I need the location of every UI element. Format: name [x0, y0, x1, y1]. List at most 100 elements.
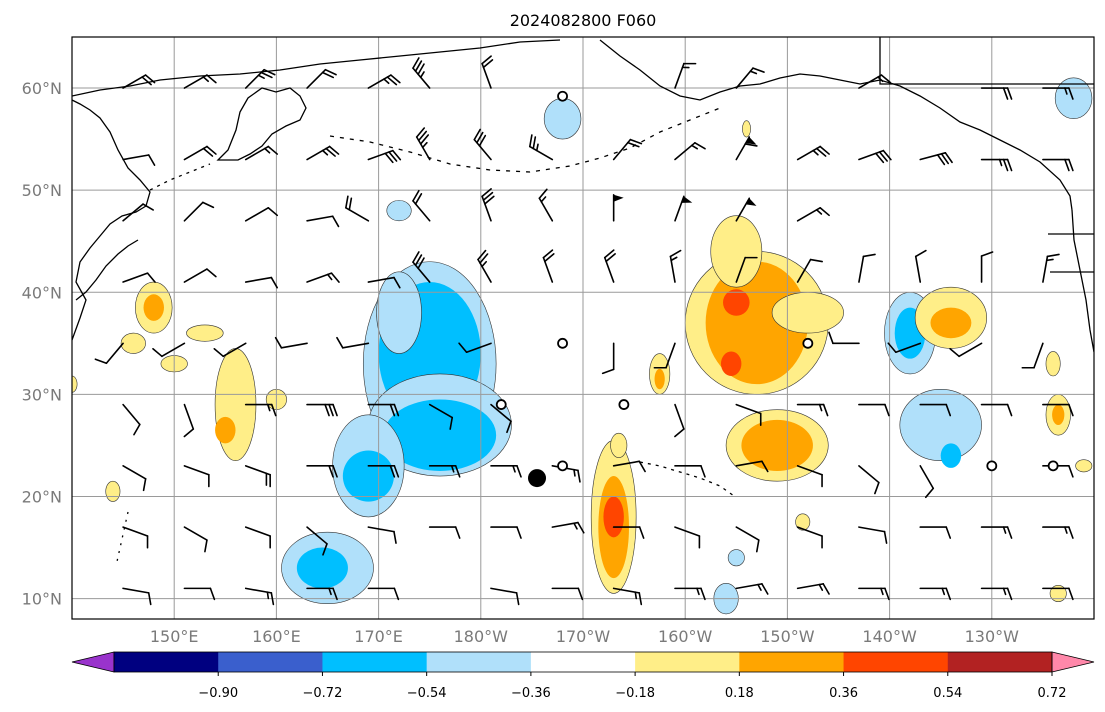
wind-barb [796, 206, 830, 222]
coastline-japan [75, 239, 139, 301]
wind-barb [674, 142, 706, 161]
lon-label: 170°W [556, 627, 611, 646]
wind-barb [490, 403, 512, 434]
wind-barb [306, 403, 338, 417]
colorbar-label: −0.54 [407, 686, 447, 701]
wind-barb [477, 249, 492, 283]
wind-barb [244, 276, 278, 289]
wind-barb [980, 158, 1013, 172]
colorbar-label: −0.18 [615, 686, 655, 701]
wind-barb [612, 460, 646, 473]
lon-label: 130°W [965, 627, 1020, 646]
anomaly-region-negative [899, 388, 982, 462]
wind-barb [473, 128, 492, 161]
latitude-labels: 60°N 50°N 40°N 30°N 20°N 10°N [22, 79, 62, 609]
wind-barb [306, 68, 337, 89]
lon-label: 160°W [658, 627, 713, 646]
wind-barb [244, 587, 275, 606]
lon-label: 180°W [454, 627, 509, 646]
wind-barb [122, 74, 156, 89]
wind-barb [980, 403, 1013, 417]
wind-barb [244, 206, 279, 222]
anomaly-region-positive [72, 375, 78, 393]
colorbar-label: −0.36 [511, 686, 551, 701]
calm-wind-marker [557, 337, 568, 349]
wind-barb [612, 526, 645, 539]
lat-label: 20°N [22, 487, 62, 506]
wind-barb [306, 587, 338, 601]
wind-barb [122, 587, 152, 606]
wind-barb [1042, 253, 1060, 283]
wind-barb [796, 583, 830, 595]
lat-label: 30°N [22, 385, 62, 404]
anomaly-region-positive [603, 496, 624, 538]
wind-barb [612, 587, 643, 606]
anomaly-region-positive [610, 432, 628, 458]
wind-barb [674, 526, 701, 549]
wind-barb [306, 215, 340, 228]
longitude-labels: 150°E 160°E 170°E 180°W 170°W 160°W 150°W 140°W… [150, 627, 1019, 646]
wind-barb [551, 521, 585, 534]
wind-barb [1042, 87, 1074, 100]
wind-barb [336, 336, 370, 349]
wind-barb [858, 149, 892, 164]
colorbar: −0.90 −0.72 −0.54 −0.36 −0.18 0.18 0.36 0.54 0.7… [71, 651, 1095, 701]
kuril-islands [149, 163, 211, 191]
wind-barb [542, 249, 555, 283]
wind-barb [674, 465, 706, 478]
lon-label: 150°E [150, 627, 199, 646]
wind-barb [244, 145, 279, 161]
wind-barb [538, 188, 554, 222]
wind-barb [244, 526, 271, 549]
wind-barb [306, 465, 338, 478]
anomaly-region-positive [105, 480, 121, 502]
wind-barbs [94, 55, 1074, 606]
wind-barb [428, 403, 454, 430]
wind-barb [481, 188, 495, 222]
wind-barb [612, 138, 643, 161]
anomaly-region-positive [741, 419, 813, 471]
wind-barb [481, 55, 494, 89]
marianas [115, 511, 129, 567]
wind-barb [345, 195, 370, 222]
anomaly-region-positive [720, 351, 742, 376]
wind-barb [183, 465, 210, 488]
wind-barb [458, 342, 492, 354]
wind-barb [122, 203, 154, 222]
wind-barb [367, 465, 400, 478]
wind-barb [858, 526, 888, 544]
wind-barb [980, 526, 1013, 539]
wind-barb [980, 251, 994, 283]
calm-wind-marker [618, 399, 630, 410]
lat-label: 50°N [22, 181, 62, 200]
lon-label: 140°W [862, 627, 917, 646]
wind-barb [612, 193, 624, 222]
anomaly-region-negative [383, 399, 497, 471]
wind-barb [735, 526, 760, 553]
wind-barb [367, 149, 402, 164]
wind-barb [914, 249, 927, 283]
wind-barb [367, 74, 401, 89]
anomaly-region-positive [1045, 351, 1061, 377]
wind-barb [183, 145, 217, 161]
wind-barb [980, 87, 1013, 100]
wind-barb [919, 587, 952, 601]
wind-barb [367, 526, 397, 544]
graticule [72, 37, 1094, 619]
colorbar-frame [113, 651, 1053, 673]
anomaly-region-positive [795, 513, 811, 531]
colorbar-label: −0.72 [303, 686, 343, 701]
wind-barb [1042, 587, 1074, 601]
wind-barb [669, 249, 682, 283]
map-plot-area [72, 37, 1094, 619]
wind-barb [183, 201, 215, 222]
wind-barb [490, 587, 520, 606]
wind-barb [183, 526, 208, 553]
wind-barb [735, 583, 769, 595]
coastline-north-america [1071, 209, 1094, 353]
wind-barb [1021, 342, 1044, 369]
wind-barb [244, 465, 271, 488]
anomaly-region-positive [654, 368, 665, 390]
wind-barb [919, 403, 952, 417]
